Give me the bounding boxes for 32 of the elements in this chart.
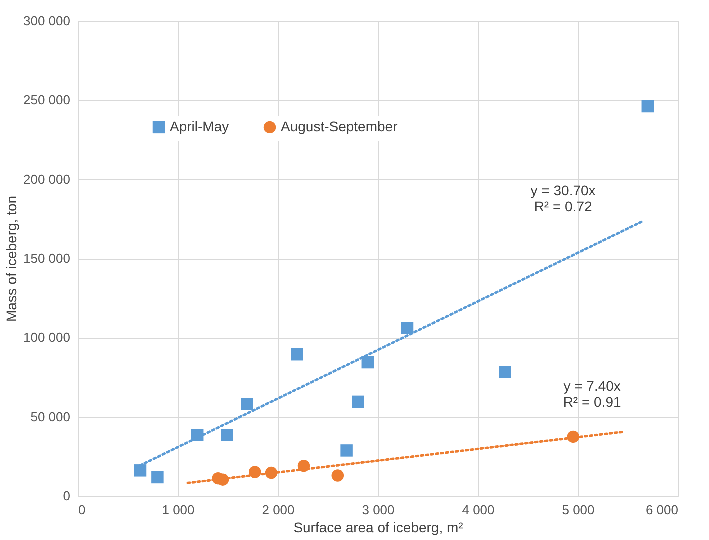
point: [352, 396, 364, 408]
y-tick-label: 50 000: [30, 409, 70, 424]
y-tick-label: 300 000: [24, 14, 70, 28]
x-tick-label: 2 000: [262, 502, 295, 518]
y-tick-label: 250 000: [24, 92, 70, 108]
x-tick-label: 0: [78, 502, 86, 518]
y-tick-label: 150 000: [24, 251, 70, 266]
annotation: y = 7.40x R² = 0.91: [563, 378, 622, 410]
x-tick-label: 1 000: [162, 502, 195, 518]
x-tick-label: 4 000: [462, 502, 495, 518]
point: [134, 464, 147, 477]
x-tick-label: 5 000: [562, 502, 595, 518]
x-axis-title: Surface area of iceberg, m²: [294, 520, 464, 536]
point: [241, 398, 254, 410]
point: [340, 444, 353, 457]
x-tick-label: 6 000: [646, 502, 678, 518]
annotation: y = 30.70x R² = 0.72: [530, 182, 596, 214]
y-tick-label: 0: [63, 488, 70, 504]
point: [152, 471, 164, 484]
point: [642, 100, 654, 113]
y-axis-title: Mass of iceberg, ton: [4, 196, 20, 322]
point: [362, 356, 374, 369]
y-tick-label: 100 000: [24, 330, 70, 346]
y-tick-label: 200 000: [24, 172, 70, 187]
legend-label: April-May: [170, 118, 230, 134]
point: [401, 322, 414, 334]
point: [291, 348, 304, 361]
x-tick-label: 3 000: [362, 502, 395, 518]
point: [221, 429, 234, 442]
legend-label: August-September: [281, 118, 398, 134]
point: [499, 366, 512, 378]
point: [332, 470, 344, 482]
